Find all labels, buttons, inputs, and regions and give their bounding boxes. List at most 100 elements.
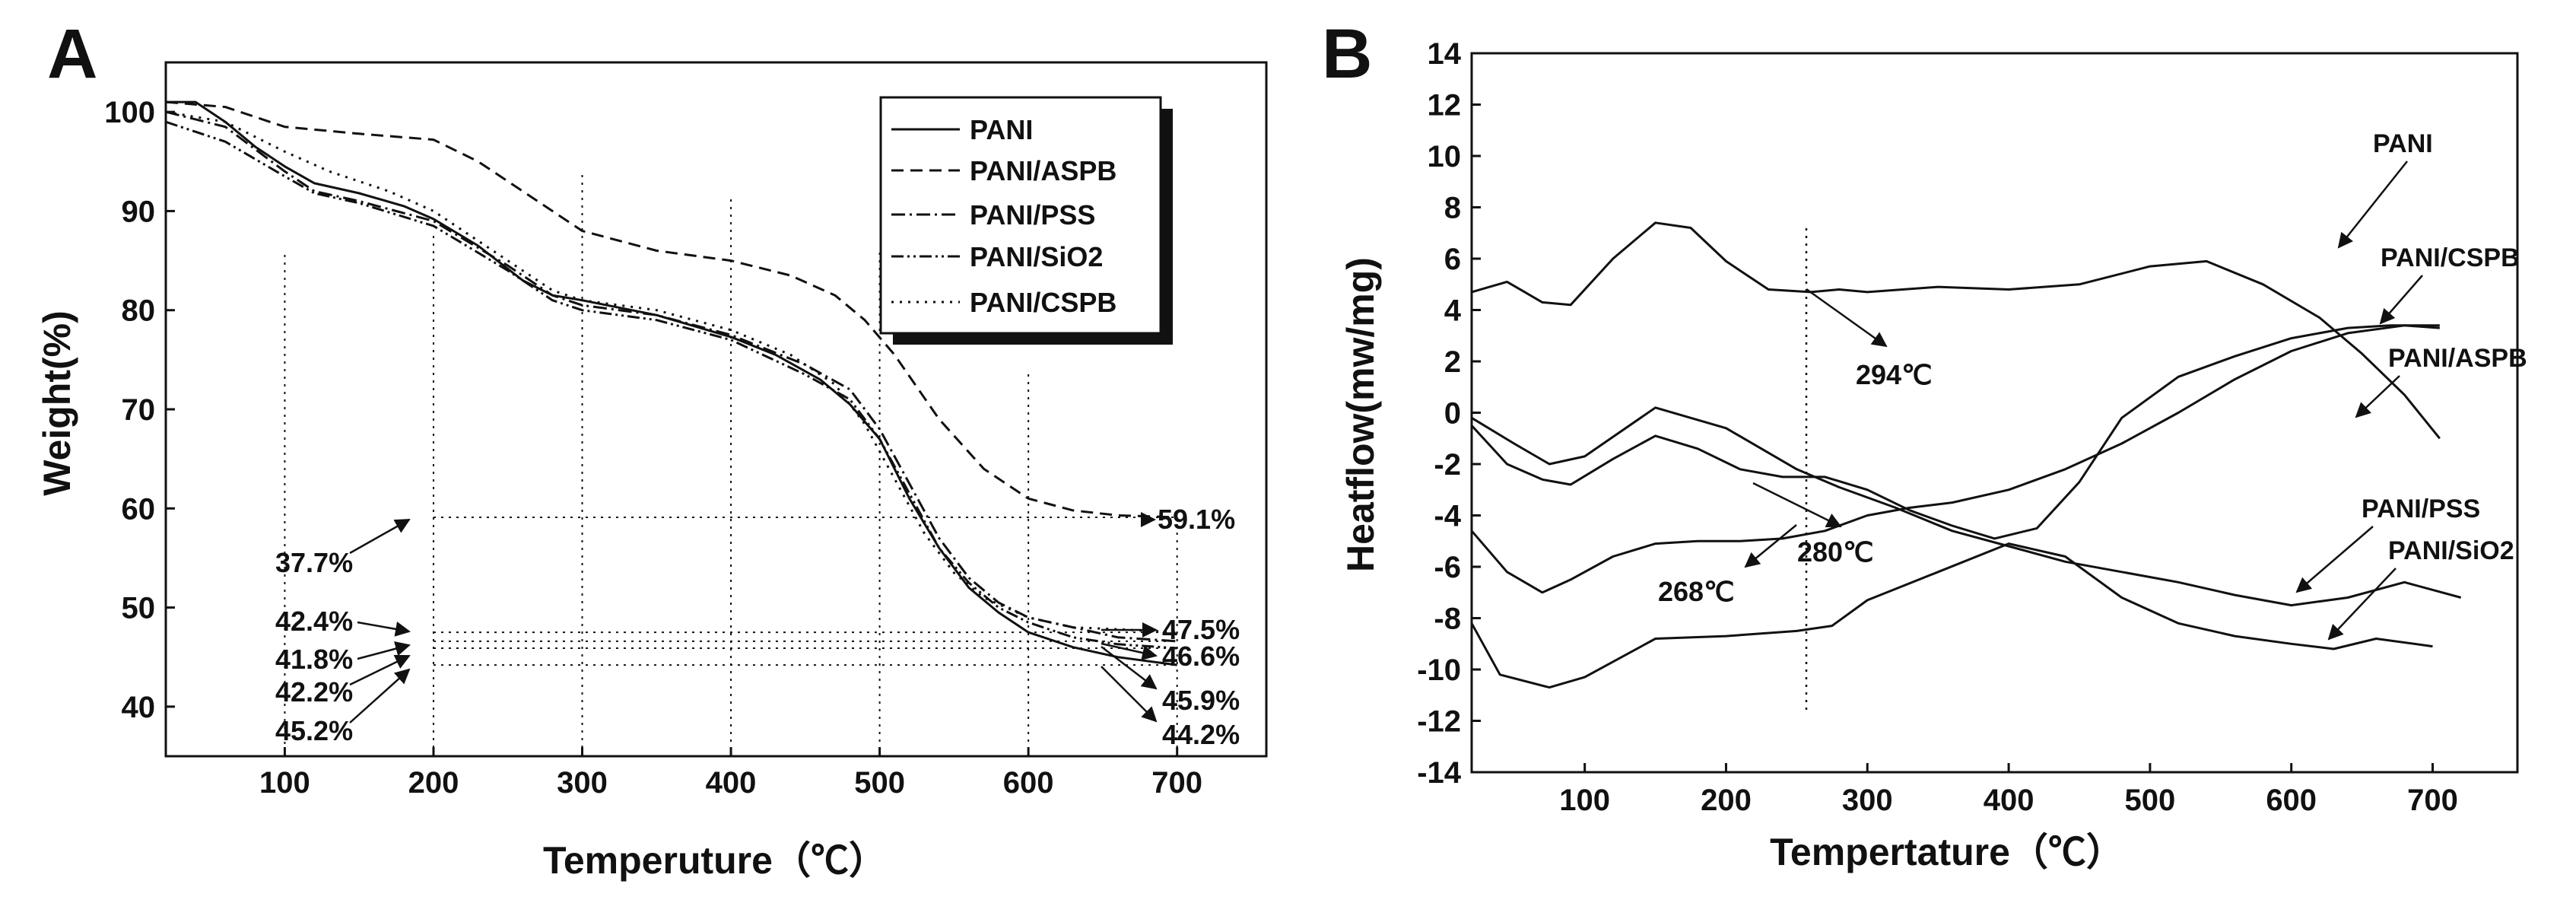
legend-entry-pani: PANI	[891, 114, 1033, 145]
curve-label-arrow	[2327, 568, 2397, 641]
y-tick-label: 80	[122, 294, 156, 328]
anno-280c: 280℃	[1797, 536, 1874, 568]
panel-b-letter: B	[1322, 15, 1372, 93]
panel-b-x-ticks: 100 200 300 400 500 600 700	[1559, 763, 2458, 817]
anno-left-45-2: 45.2%	[275, 715, 353, 746]
y-tick-label: 2	[1444, 345, 1461, 379]
curve-label-arrow	[2379, 275, 2423, 325]
x-tick-label: 400	[1984, 784, 2034, 817]
panel-b-y-ticks: -14 -12 -10 -8 -6 -4 -2 0 2 4 6 8 10 12 14	[1417, 37, 1481, 790]
series-pani-sio2	[1470, 542, 2433, 689]
y-tick-label: 10	[1428, 140, 1462, 173]
x-tick-label: 200	[1701, 784, 1752, 817]
panel-a-x-axis-title: Temperuture（℃）	[543, 839, 887, 882]
anno-left-41-8: 41.8%	[275, 644, 353, 675]
curve-label-pani-cspb: PANI/CSPB	[2381, 243, 2520, 272]
series-pani	[1471, 221, 2441, 440]
series-pani-aspb	[165, 100, 1177, 519]
panel-a-y-axis-title: Weight(%)	[36, 310, 78, 495]
y-tick-label: 100	[104, 96, 155, 129]
anno-arrow	[1806, 288, 1888, 348]
y-tick-label: 0	[1444, 397, 1461, 431]
y-tick-label: 90	[122, 195, 156, 228]
legend-label-pani-sio2: PANI/SiO2	[970, 241, 1103, 272]
curve-label-arrow	[2355, 375, 2400, 418]
curve-label-pani-pss: PANI/PSS	[2362, 495, 2480, 523]
y-tick-label: 50	[122, 592, 156, 625]
x-tick-label: 200	[408, 766, 459, 800]
anno-arrow	[349, 668, 411, 723]
x-tick-label: 600	[2266, 784, 2317, 817]
y-tick-label: -12	[1417, 705, 1461, 739]
curve-label-arrow	[2337, 161, 2408, 249]
panel-a-letter: A	[47, 15, 97, 93]
series-pani-aspb	[1470, 324, 2440, 594]
legend-label-pani-aspb: PANI/ASPB	[970, 155, 1116, 186]
anno-arrow	[349, 654, 411, 686]
y-tick-label: 4	[1444, 294, 1462, 328]
legend-entry-pani-aspb: PANI/ASPB	[891, 155, 1116, 186]
anno-left-42-4: 42.4%	[275, 606, 353, 637]
anno-left-42-2: 42.2%	[275, 676, 353, 708]
panel-a-left-annotations: 37.7% 42.4% 41.8% 42.2% 45.2%	[275, 518, 411, 746]
legend-entry-pani-sio2: PANI/SiO2	[891, 241, 1103, 272]
anno-arrow	[1744, 524, 1797, 568]
anno-268c: 268℃	[1658, 576, 1735, 607]
curve-label-pani: PANI	[2373, 129, 2433, 158]
x-tick-label: 700	[1151, 766, 1202, 800]
y-tick-label: 14	[1428, 37, 1462, 71]
panel-a-right-annotations: 59.1% 47.5% 46.6% 45.9% 44.2%	[1101, 504, 1240, 750]
x-tick-label: 100	[1559, 784, 1610, 817]
panel-a-x-ticks: 100 200 300 400 500 600 700	[259, 747, 1202, 800]
panel-a: A 100 200 300 400 500 600 700 40 50 60 70 80 90 100 …	[36, 15, 1268, 882]
curve-label-arrow	[2295, 526, 2374, 593]
series-pani-pss	[165, 110, 1177, 643]
anno-right-47-5: 47.5%	[1162, 614, 1240, 645]
anno-arrow	[1752, 482, 1842, 528]
x-tick-label: 300	[557, 766, 608, 800]
x-tick-label: 300	[1842, 784, 1893, 817]
y-tick-label: 60	[122, 492, 156, 526]
x-tick-label: 700	[2407, 784, 2458, 817]
anno-left-37-7: 37.7%	[275, 547, 353, 578]
y-tick-label: -6	[1434, 551, 1461, 584]
y-tick-label: -8	[1434, 603, 1461, 636]
legend-label-pani-cspb: PANI/CSPB	[970, 287, 1116, 318]
legend-label-pani-pss: PANI/PSS	[970, 199, 1095, 231]
panel-b-series	[1470, 221, 2462, 689]
y-tick-label: -2	[1434, 448, 1461, 482]
legend-label-pani: PANI	[970, 114, 1033, 145]
panel-b-temperature-annotations: 294℃ 280℃ 268℃	[1658, 288, 1933, 607]
anno-arrow	[1101, 642, 1158, 660]
series-pani-sio2	[165, 120, 1177, 650]
panel-a-y-ticks: 40 50 60 70 80 90 100	[104, 96, 175, 724]
x-tick-label: 100	[259, 766, 310, 800]
anno-right-45-9: 45.9%	[1162, 685, 1240, 716]
y-tick-label: -10	[1417, 654, 1461, 687]
x-tick-label: 500	[854, 766, 905, 800]
panel-b-curve-labels: PANI PANI/CSPB PANI/ASPB PANI/PSS PANI/S…	[2295, 129, 2527, 641]
y-tick-label: -4	[1434, 500, 1461, 533]
y-tick-label: 40	[122, 691, 156, 724]
panel-b-y-axis-title: Heatflow(mw/mg)	[1339, 257, 1382, 572]
anno-arrow	[349, 518, 411, 555]
panel-a-guide-lines	[284, 175, 1178, 756]
anno-arrow	[357, 621, 411, 637]
series-pani-cspb	[165, 110, 1177, 634]
anno-arrow	[1101, 666, 1158, 723]
legend-entry-pani-pss: PANI/PSS	[891, 199, 1095, 231]
y-tick-label: 8	[1444, 192, 1461, 225]
anno-right-44-2: 44.2%	[1162, 719, 1240, 750]
anno-right-59-1: 59.1%	[1158, 504, 1235, 535]
series-pani-pss	[1471, 406, 2462, 607]
x-tick-label: 600	[1003, 766, 1054, 800]
series-pani	[166, 100, 1177, 666]
y-tick-label: 6	[1444, 243, 1461, 276]
anno-right-46-6: 46.6%	[1162, 641, 1240, 672]
x-tick-label: 500	[2125, 784, 2176, 817]
curve-label-pani-sio2: PANI/SiO2	[2388, 536, 2514, 565]
panel-b-x-axis-title: Tempertature（℃）	[1770, 831, 2124, 873]
series-pani-cspb	[1470, 324, 2440, 540]
panel-a-legend: PANI PANI/ASPB PANI/PSS PANI/SiO2 PANI/C…	[879, 96, 1173, 345]
